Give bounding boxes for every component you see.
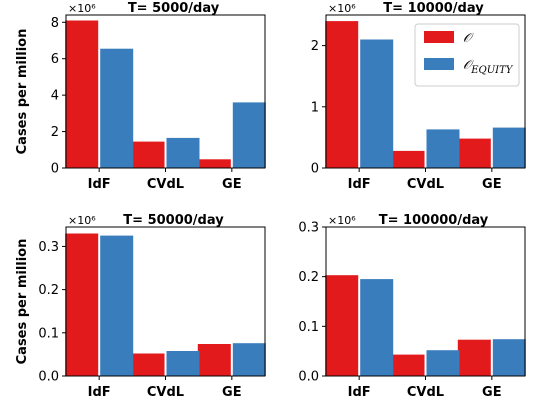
bar-idf-o — [65, 20, 99, 168]
chart-panel-4: 0.0 0.1 0.2 0.3 IdF CVdL GE ×10⁶ T= 100000/day — [298, 213, 526, 400]
bar-ge-o — [197, 159, 231, 168]
y-tick-label: 0 — [311, 162, 319, 177]
bar-ge-o-equity — [492, 339, 526, 376]
x-tick-label: IdF — [88, 385, 111, 400]
bar-cvdl-o — [391, 150, 425, 168]
y-multiplier: ×10⁶ — [68, 214, 96, 227]
bar-cvdl-o — [131, 141, 165, 168]
legend-subscript: EQUITY — [470, 65, 514, 76]
bar-idf-o — [65, 233, 99, 376]
y-tick-label: 0.3 — [298, 221, 319, 236]
bar-ge-o — [457, 339, 491, 376]
y-multiplier: ×10⁶ — [68, 2, 96, 15]
y-axis-label: Cases per million — [15, 239, 30, 365]
y-tick-label: 0.2 — [38, 283, 59, 298]
y-tick-label: 2 — [51, 125, 59, 140]
chart-panel-3: 0.0 0.1 0.2 0.3 IdF CVdL GE ×10⁶ T= 50000/day Cas… — [15, 213, 266, 400]
bar-idf-o — [325, 21, 359, 168]
y-tick-label: 0.2 — [298, 270, 319, 285]
bar-idf-o-equity — [360, 39, 394, 168]
x-tick-label: GE — [222, 177, 242, 192]
bar-idf-o — [325, 275, 359, 376]
y-multiplier: ×10⁶ — [328, 2, 356, 15]
y-multiplier: ×10⁶ — [328, 214, 356, 227]
bar-ge-o-equity — [232, 343, 266, 376]
chart-title: T= 5000/day — [128, 1, 220, 16]
y-tick-label: 0.3 — [38, 240, 59, 255]
y-tick-label: 0.0 — [298, 370, 319, 385]
bar-cvdl-o-equity — [166, 137, 200, 168]
bar-ge-o-equity — [492, 127, 526, 168]
bar-ge-o-equity — [232, 102, 266, 168]
y-tick-label: 1 — [311, 100, 319, 115]
chart-panel-2: 0 1 2 IdF CVdL GE ×10⁶ T= 10000/day — [311, 1, 526, 192]
x-tick-label: CVdL — [407, 385, 444, 400]
y-tick-label: 6 — [51, 52, 59, 67]
y-tick-label: 0.0 — [38, 370, 59, 385]
x-tick-label: GE — [482, 385, 502, 400]
y-tick-label: 0 — [51, 162, 59, 177]
bar-idf-o-equity — [100, 235, 134, 376]
x-tick-label: GE — [482, 177, 502, 192]
y-tick-label: 8 — [51, 16, 59, 31]
y-tick-label: 0.1 — [298, 320, 319, 335]
x-tick-label: CVdL — [147, 385, 184, 400]
y-tick-label: 2 — [311, 39, 319, 54]
legend-swatch — [424, 31, 454, 43]
bar-cvdl-o-equity — [166, 351, 200, 376]
x-tick-label: IdF — [348, 385, 371, 400]
bar-ge-o — [457, 138, 491, 168]
chart-title: T= 100000/day — [379, 213, 489, 228]
bar-cvdl-o-equity — [426, 350, 460, 376]
y-tick-label: 4 — [51, 89, 59, 104]
bar-idf-o-equity — [100, 48, 134, 169]
y-tick-label: 0.1 — [38, 326, 59, 341]
bar-cvdl-o — [131, 353, 165, 376]
x-tick-label: GE — [222, 385, 242, 400]
chart-panel-1: 0 2 4 6 8 IdF CVdL GE ×10⁶ T= 5000/day Cases per m… — [15, 1, 266, 192]
x-tick-label: IdF — [348, 177, 371, 192]
chart-title: T= 50000/day — [123, 213, 224, 228]
bar-idf-o-equity — [360, 279, 394, 376]
bar-cvdl-o — [391, 354, 425, 376]
legend-swatch — [424, 58, 454, 70]
bar-cvdl-o-equity — [426, 129, 460, 168]
bar-ge-o — [197, 344, 231, 376]
x-tick-label: CVdL — [147, 177, 184, 192]
chart-title: T= 10000/day — [383, 1, 484, 16]
y-axis-label: Cases per million — [15, 29, 30, 155]
x-tick-label: IdF — [88, 177, 111, 192]
x-tick-label: CVdL — [407, 177, 444, 192]
